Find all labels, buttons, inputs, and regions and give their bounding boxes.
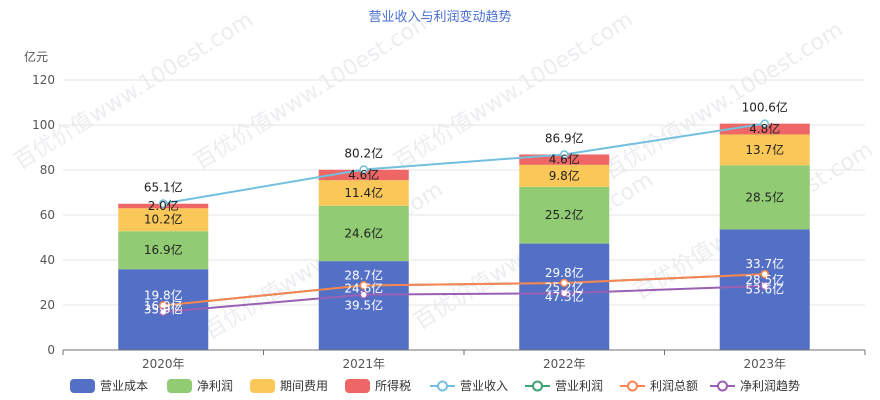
legend-swatch-point bbox=[717, 380, 728, 392]
data-labels: 16.9亿10.2亿2.0亿24.6亿11.4亿4.6亿25.2亿9.8亿4.6… bbox=[144, 100, 788, 317]
legend-item[interactable]: 期间费用 bbox=[250, 379, 328, 393]
bar-segment bbox=[118, 208, 209, 232]
data-label: 80.2亿 bbox=[344, 146, 383, 161]
bar-segment bbox=[318, 169, 409, 181]
legend-item[interactable]: 净利润 bbox=[167, 379, 233, 393]
series-point bbox=[159, 199, 168, 208]
series-line bbox=[163, 122, 765, 205]
legend-swatch bbox=[250, 379, 275, 393]
series-point bbox=[560, 278, 569, 288]
series-point bbox=[560, 150, 569, 159]
legend-item[interactable]: 营业收入 bbox=[430, 379, 508, 393]
legend-item[interactable]: 所得税 bbox=[345, 378, 411, 393]
y-tick-label: 120 bbox=[32, 73, 55, 87]
data-label: 11.4亿 bbox=[344, 185, 383, 200]
data-label: 24.6亿 bbox=[344, 281, 383, 296]
data-label: 4.6亿 bbox=[549, 152, 580, 167]
legend-item[interactable]: 净利润趋势 bbox=[710, 379, 800, 393]
data-label: 86.9亿 bbox=[545, 130, 584, 145]
data-label: 10.2亿 bbox=[144, 212, 183, 227]
series-point bbox=[359, 165, 368, 174]
data-label: 33.7亿 bbox=[745, 256, 784, 271]
legend-label: 净利润 bbox=[197, 379, 233, 393]
series-point bbox=[359, 281, 368, 290]
x-tick-label: 2021年 bbox=[342, 357, 385, 371]
data-label: 53.6亿 bbox=[745, 282, 784, 297]
legend-item[interactable]: 利润总额 bbox=[620, 379, 698, 393]
bar-segment bbox=[519, 186, 610, 244]
series-point bbox=[760, 281, 769, 291]
bar-segment bbox=[318, 180, 409, 206]
legend-swatch-point bbox=[437, 380, 448, 392]
legend-item[interactable]: 营业利润 bbox=[525, 379, 603, 393]
data-label: 39.5亿 bbox=[344, 298, 383, 313]
x-tick-label: 2020年 bbox=[142, 357, 185, 371]
data-label: 100.6亿 bbox=[742, 100, 788, 115]
data-label: 28.5亿 bbox=[745, 189, 784, 204]
data-label: 4.8亿 bbox=[749, 121, 780, 136]
series-line bbox=[163, 284, 765, 313]
data-label: 19.8亿 bbox=[144, 287, 183, 302]
data-label: 16.9亿 bbox=[144, 242, 183, 257]
x-tick-label: 2023年 bbox=[743, 357, 786, 371]
data-label: 35.9亿 bbox=[144, 302, 183, 317]
y-tick-label: 0 bbox=[47, 343, 55, 357]
legend-label: 营业成本 bbox=[100, 379, 148, 393]
legend-item[interactable]: 营业成本 bbox=[70, 379, 148, 393]
legend-label: 营业利润 bbox=[555, 379, 603, 393]
series-line bbox=[163, 273, 765, 307]
bar-segment bbox=[519, 154, 610, 165]
legend-swatch-point bbox=[627, 380, 638, 392]
lines bbox=[159, 119, 769, 317]
data-label: 25.2亿 bbox=[545, 207, 584, 222]
data-label: 13.7亿 bbox=[745, 142, 784, 157]
data-label: 25.2亿 bbox=[545, 279, 584, 294]
data-label: 9.8亿 bbox=[549, 168, 580, 183]
data-label: 65.1亿 bbox=[144, 180, 183, 195]
series-point bbox=[760, 119, 769, 128]
legend-label: 营业收入 bbox=[460, 379, 508, 393]
legend-label: 净利润趋势 bbox=[740, 379, 800, 393]
data-label: 24.6亿 bbox=[344, 225, 383, 240]
bar-segment bbox=[519, 164, 610, 187]
data-label: 28.5亿 bbox=[745, 272, 784, 287]
y-tick-label: 100 bbox=[32, 118, 55, 132]
bar-segment bbox=[318, 205, 409, 262]
data-label: 4.6亿 bbox=[348, 167, 379, 182]
bar-segment bbox=[318, 261, 409, 350]
legend-swatch-point bbox=[532, 380, 543, 392]
y-tick-label: 40 bbox=[40, 253, 55, 267]
x-tick-label: 2022年 bbox=[543, 357, 586, 371]
data-label: 47.3亿 bbox=[545, 289, 584, 304]
data-label: 2.0亿 bbox=[148, 198, 179, 213]
bar-segment bbox=[719, 134, 810, 166]
bar-segment bbox=[118, 231, 209, 270]
series-point bbox=[359, 290, 368, 299]
y-tick-label: 80 bbox=[40, 163, 55, 177]
series-point bbox=[560, 289, 569, 298]
bar-segment bbox=[719, 123, 810, 135]
bars bbox=[118, 123, 810, 350]
legend-label: 所得税 bbox=[375, 378, 411, 393]
legend-swatch bbox=[167, 379, 192, 393]
legend-label: 利润总额 bbox=[650, 379, 698, 393]
axes: 0 20 40 60 80 100 120 2020年 2021年 2022年 2023年 bbox=[32, 73, 866, 371]
data-label: 16.9亿 bbox=[144, 298, 183, 313]
legend[interactable]: 营业成本 净利润 期间费用 所得税 营业收入 营业利润 利润总额 净利润趋势 bbox=[70, 378, 800, 393]
data-label: 28.7亿 bbox=[344, 267, 383, 282]
series-point bbox=[760, 269, 769, 279]
legend-swatch bbox=[345, 379, 370, 393]
legend-label: 期间费用 bbox=[280, 379, 328, 393]
y-tick-label: 20 bbox=[40, 298, 55, 312]
bar-segment bbox=[719, 165, 810, 230]
y-tick-label: 60 bbox=[40, 208, 55, 222]
chart-title: 营业收入与利润变动趋势 bbox=[368, 9, 511, 25]
y-axis-label: 亿元 bbox=[24, 49, 48, 64]
legend-swatch bbox=[70, 379, 95, 393]
series-point bbox=[159, 307, 168, 317]
data-label: 29.8亿 bbox=[545, 265, 584, 280]
